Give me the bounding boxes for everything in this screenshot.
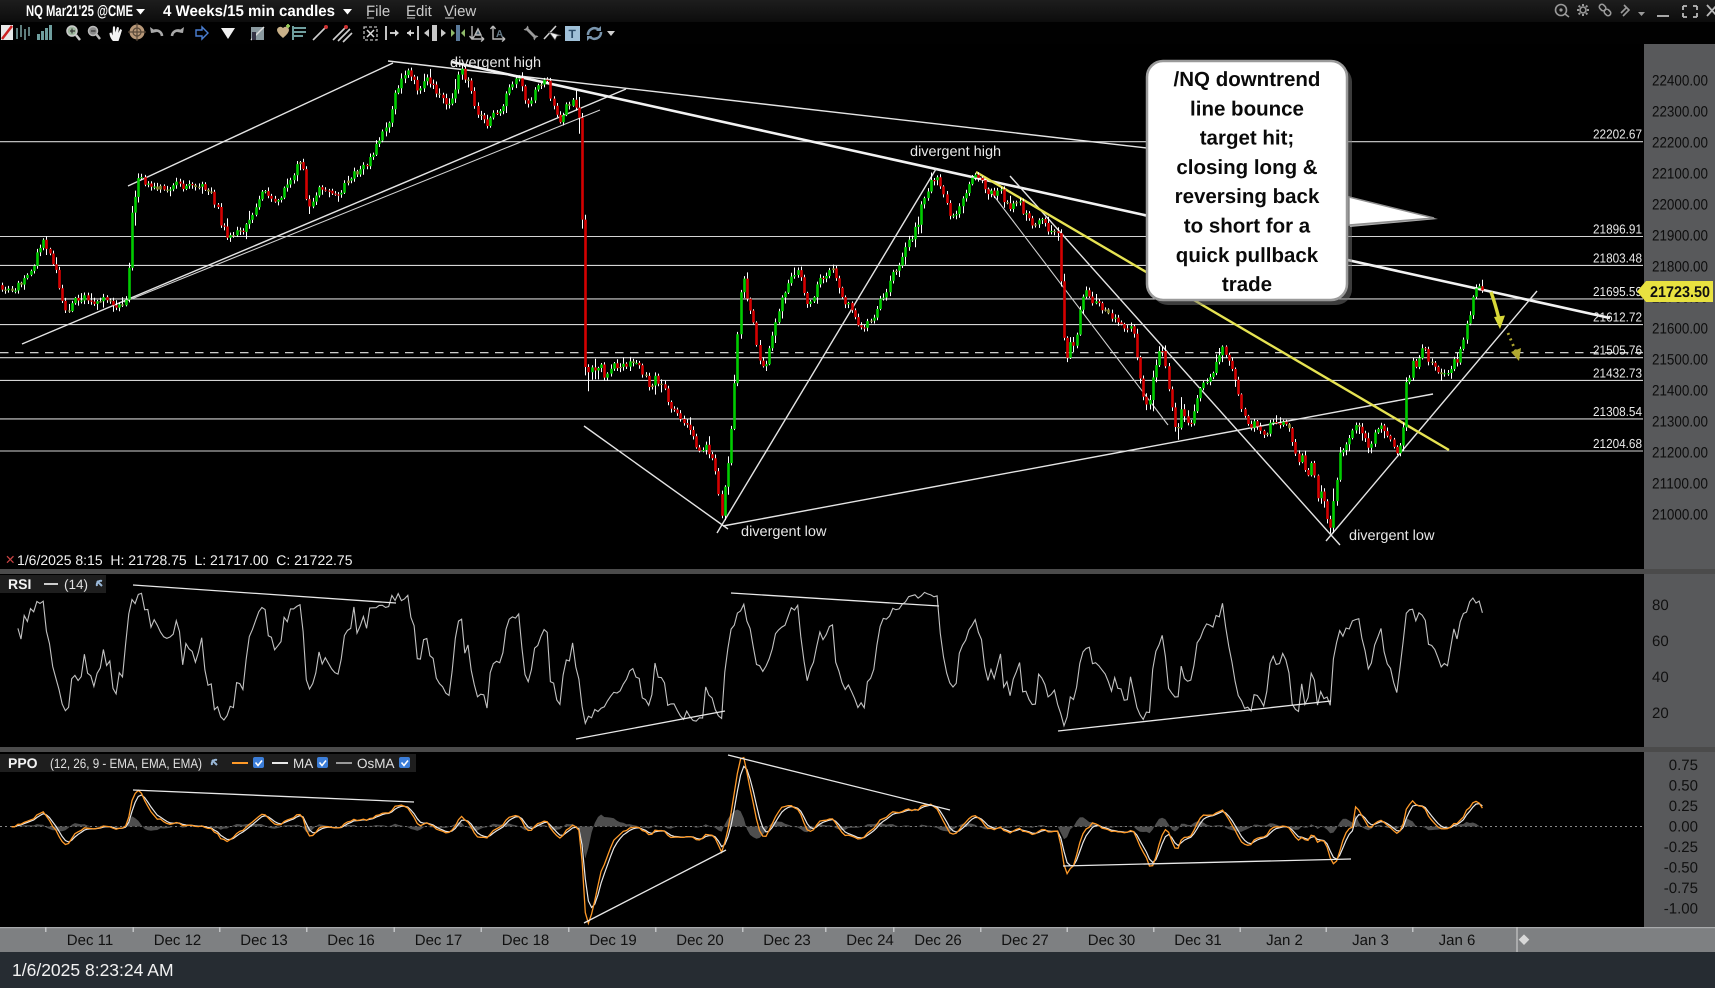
svg-text:reversing back: reversing back bbox=[1175, 185, 1320, 208]
svg-text:A: A bbox=[496, 29, 503, 40]
svg-text:Dec 27: Dec 27 bbox=[1001, 932, 1049, 949]
svg-text:21803.48: 21803.48 bbox=[1593, 250, 1642, 265]
svg-text:21000.00: 21000.00 bbox=[1652, 507, 1708, 524]
svg-text:21600.00: 21600.00 bbox=[1652, 321, 1708, 338]
svg-text:Dec 13: Dec 13 bbox=[240, 932, 288, 949]
svg-text:80: 80 bbox=[1652, 597, 1669, 614]
svg-text:-0.50: -0.50 bbox=[1664, 860, 1698, 877]
svg-text:✕: ✕ bbox=[5, 553, 15, 567]
svg-text:Dec 23: Dec 23 bbox=[763, 932, 811, 949]
svg-text:divergent low: divergent low bbox=[1349, 528, 1435, 544]
svg-text:MA: MA bbox=[293, 756, 313, 771]
svg-text:Dec 31: Dec 31 bbox=[1174, 932, 1222, 949]
svg-text:trade: trade bbox=[1222, 273, 1272, 296]
svg-text:22400.00: 22400.00 bbox=[1652, 73, 1708, 90]
svg-text:40: 40 bbox=[1652, 669, 1669, 686]
svg-text:21400.00: 21400.00 bbox=[1652, 383, 1708, 400]
svg-text:(12, 26, 9 - EMA, EMA, EMA): (12, 26, 9 - EMA, EMA, EMA) bbox=[50, 756, 202, 771]
svg-text:target hit;: target hit; bbox=[1200, 127, 1295, 150]
svg-text:60: 60 bbox=[1652, 633, 1669, 650]
svg-text:(14): (14) bbox=[64, 577, 88, 592]
svg-text:21900.00: 21900.00 bbox=[1652, 228, 1708, 245]
svg-text:22200.00: 22200.00 bbox=[1652, 135, 1708, 152]
svg-text:Dec 26: Dec 26 bbox=[914, 932, 962, 949]
svg-text:0.25: 0.25 bbox=[1669, 798, 1698, 815]
svg-text:OsMA: OsMA bbox=[357, 756, 395, 771]
svg-text:21695.59: 21695.59 bbox=[1593, 284, 1642, 299]
svg-text:divergent low: divergent low bbox=[741, 524, 827, 540]
svg-text:1/6/2025 8:15 H: 21728.75 L:: 1/6/2025 8:15 H: 21728.75 L: 21717.00 C:… bbox=[17, 552, 353, 568]
svg-text:-1.00: -1.00 bbox=[1664, 901, 1698, 918]
svg-text:PPO: PPO bbox=[8, 755, 38, 771]
svg-text:21432.73: 21432.73 bbox=[1593, 365, 1642, 380]
svg-text:Jan 3: Jan 3 bbox=[1352, 932, 1389, 949]
svg-text:21200.00: 21200.00 bbox=[1652, 445, 1708, 462]
svg-text:Dec 24: Dec 24 bbox=[846, 932, 894, 949]
svg-text:22300.00: 22300.00 bbox=[1652, 104, 1708, 121]
svg-text:Dec 11: Dec 11 bbox=[67, 932, 113, 949]
svg-text:22000.00: 22000.00 bbox=[1652, 197, 1708, 214]
svg-text:21612.72: 21612.72 bbox=[1593, 310, 1642, 325]
svg-text:22202.67: 22202.67 bbox=[1593, 127, 1642, 142]
svg-text:Dec 16: Dec 16 bbox=[327, 932, 375, 949]
svg-text:0.50: 0.50 bbox=[1669, 778, 1698, 795]
svg-text:-0.75: -0.75 bbox=[1664, 880, 1698, 897]
svg-text:divergent high: divergent high bbox=[910, 144, 1001, 160]
svg-text:Edit: Edit bbox=[406, 3, 433, 20]
svg-text:21308.54: 21308.54 bbox=[1593, 404, 1642, 419]
svg-text:21500.00: 21500.00 bbox=[1652, 352, 1708, 369]
svg-text:Dec 30: Dec 30 bbox=[1088, 932, 1136, 949]
svg-text:20: 20 bbox=[1652, 705, 1669, 722]
svg-text:Dec 12: Dec 12 bbox=[154, 932, 202, 949]
svg-text:quick pullback: quick pullback bbox=[1176, 244, 1319, 267]
svg-text:21723.50: 21723.50 bbox=[1650, 284, 1710, 301]
svg-text:21505.76: 21505.76 bbox=[1593, 343, 1642, 358]
svg-text:closing long &: closing long & bbox=[1176, 156, 1317, 179]
svg-text:22100.00: 22100.00 bbox=[1652, 166, 1708, 183]
svg-text:divergent high: divergent high bbox=[450, 55, 541, 71]
svg-text:to short for a: to short for a bbox=[1184, 215, 1311, 238]
svg-text:0.75: 0.75 bbox=[1669, 757, 1698, 774]
svg-text:21300.00: 21300.00 bbox=[1652, 414, 1708, 431]
svg-text:21800.00: 21800.00 bbox=[1652, 259, 1708, 276]
svg-text:21896.91: 21896.91 bbox=[1593, 222, 1642, 237]
svg-text:/NQ downtrend: /NQ downtrend bbox=[1174, 68, 1321, 91]
svg-text:line bounce: line bounce bbox=[1190, 97, 1304, 120]
svg-text:Jan 2: Jan 2 bbox=[1266, 932, 1303, 949]
svg-text:Dec 18: Dec 18 bbox=[502, 932, 550, 949]
svg-text:-0.25: -0.25 bbox=[1664, 839, 1698, 856]
svg-text:File: File bbox=[366, 3, 390, 20]
svg-text:Dec 19: Dec 19 bbox=[589, 932, 637, 949]
svg-text:Dec 20: Dec 20 bbox=[676, 932, 724, 949]
svg-text:0.00: 0.00 bbox=[1669, 819, 1698, 836]
svg-text:Jan 6: Jan 6 bbox=[1439, 932, 1476, 949]
svg-text:4 Weeks/15 min candles: 4 Weeks/15 min candles bbox=[163, 3, 335, 20]
svg-text:21100.00: 21100.00 bbox=[1652, 476, 1708, 493]
svg-text:T: T bbox=[569, 27, 577, 41]
svg-text:Dec 17: Dec 17 bbox=[415, 932, 463, 949]
svg-text:View: View bbox=[444, 3, 476, 20]
svg-text:21204.68: 21204.68 bbox=[1593, 436, 1642, 451]
svg-text:RSI: RSI bbox=[8, 576, 31, 592]
svg-text:NQ Mar21'25 @CME: NQ Mar21'25 @CME bbox=[26, 3, 133, 20]
